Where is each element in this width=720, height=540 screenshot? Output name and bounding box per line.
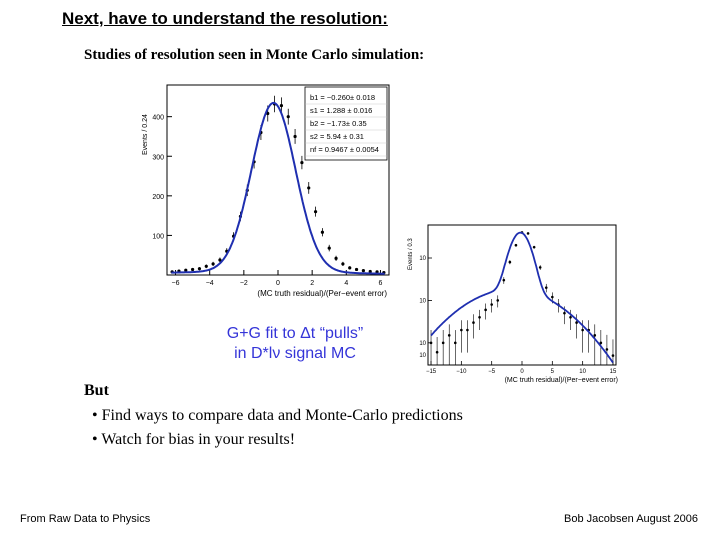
chart2-point: [490, 303, 493, 306]
chart2-xtick-label: 5: [551, 369, 555, 375]
chart2-point: [484, 308, 487, 312]
chart1-xtick-label: 0: [276, 280, 280, 287]
pulls-log-chart: −15 −10 −5 0 5 10 15 10 10 10 10 Events / 0.3 (MC …: [408, 224, 618, 384]
chart1-point: [300, 160, 304, 165]
chart2-point: [532, 245, 536, 249]
chart1-point: [293, 134, 297, 139]
chart1-ytick-label: 300: [152, 154, 164, 161]
chart1-point: [334, 256, 338, 260]
chart2-ytick-label: 10: [419, 341, 426, 347]
chart2-point: [478, 315, 481, 319]
chart2-point: [496, 299, 500, 302]
chart1-point: [191, 267, 195, 272]
chart2-point: [508, 260, 512, 264]
chart2-point: [611, 354, 615, 357]
bullet-list: • Find ways to compare data and Monte-Ca…: [92, 404, 463, 452]
chart1-point: [348, 266, 352, 270]
chart2-point: [538, 266, 542, 269]
chart1-point: [320, 230, 324, 234]
chart2-point: [526, 232, 530, 235]
bullet-item: • Find ways to compare data and Monte-Ca…: [92, 407, 463, 424]
chart2-point: [466, 328, 469, 332]
chart2-fit-curve: [430, 231, 614, 364]
chart2-point: [447, 334, 451, 337]
chart1-ytick-label: 200: [152, 194, 164, 201]
chart2-point: [502, 278, 506, 282]
slide-title: Next, have to understand the resolution:: [62, 9, 388, 28]
but-text: But: [84, 382, 109, 399]
chart2-point: [581, 328, 584, 332]
chart1-point: [327, 246, 331, 250]
chart2-point: [460, 328, 463, 332]
chart1-stat-line: b2 = −1.73± 0.35: [310, 119, 367, 128]
caption-line-2: in D*lν signal MC: [234, 345, 356, 362]
chart1-xtick-label: −2: [240, 280, 248, 287]
chart1-stat-line: b1 = −0.260± 0.018: [310, 93, 375, 102]
chart2-xtick-label: −10: [456, 369, 467, 375]
chart2-point: [605, 348, 609, 351]
chart1-fit-curve: [171, 101, 385, 275]
chart2-point: [514, 243, 518, 247]
chart1-point: [197, 267, 202, 271]
chart2-point: [551, 295, 554, 299]
chart2-xtick-label: −15: [426, 369, 437, 375]
chart1-point: [368, 269, 372, 274]
chart2-ylabel: Events / 0.3: [408, 238, 414, 270]
chart1-ytick-label: 400: [152, 115, 164, 122]
chart1-xtick-label: 6: [379, 280, 383, 287]
chart1-point: [307, 186, 311, 190]
chart-caption: G+G fit to Δt “pulls” in D*lν signal MC: [205, 324, 385, 364]
chart2-xtick-label: −5: [488, 369, 496, 375]
slide-subtitle: Studies of resolution seen in Monte Carl…: [84, 47, 425, 63]
chart1-xtick-label: −4: [206, 280, 214, 287]
caption-line-1: G+G fit to Δt “pulls”: [226, 325, 364, 342]
chart2-point: [429, 341, 433, 345]
chart2-ytick-label: 10: [419, 298, 426, 304]
chart1-stat-line: s1 = 1.288 ± 0.016: [310, 106, 372, 115]
chart1-ytick-label: 100: [152, 233, 164, 240]
pulls-linear-chart: −6 −4 −2 0 2 4 6 100 200 300 400 Events / 0.24 (MC…: [142, 84, 390, 298]
chart2-point: [472, 321, 475, 324]
chart1-xlabel: (MC truth residual)/(Per−event error): [257, 289, 387, 298]
chart1-point: [341, 262, 345, 266]
chart1-point: [184, 268, 188, 272]
chart1-point: [218, 258, 222, 262]
chart2-xlabel: (MC truth residual)/(Per−event error): [505, 377, 618, 384]
chart2-point: [569, 315, 572, 319]
chart2-xtick-label: 10: [579, 369, 586, 375]
chart1-xtick-label: 2: [310, 280, 314, 287]
chart1-point: [286, 115, 290, 119]
chart1-stats-box: [304, 86, 388, 161]
chart1-point: [354, 267, 359, 272]
chart2-point: [563, 311, 566, 315]
chart1-xtick-label: −6: [172, 280, 180, 287]
chart2-xtick-label: 15: [610, 369, 617, 375]
chart2-point: [435, 350, 439, 354]
chart2-point: [453, 341, 457, 345]
bullet-item: • Watch for bias in your results!: [92, 431, 296, 448]
chart1-point: [211, 262, 215, 266]
chart1-point: [279, 103, 284, 108]
chart2-point: [599, 341, 603, 345]
chart2-xtick-label: 0: [520, 369, 524, 375]
footer-left: From Raw Data to Physics: [20, 513, 151, 525]
chart1-stat-line: s2 = 5.94 ± 0.31: [310, 132, 364, 141]
chart1-point: [204, 264, 208, 268]
chart2-point: [575, 321, 578, 324]
chart2-ytick-label: 10: [419, 353, 426, 359]
chart2-point: [544, 286, 548, 289]
footer-right: Bob Jacobsen August 2006: [564, 513, 698, 525]
chart2-point: [593, 334, 597, 337]
chart2-frame: [427, 224, 617, 366]
chart1-stat-line: nf = 0.9467 ± 0.0054: [310, 145, 379, 154]
chart1-point: [361, 269, 365, 273]
chart1-xtick-label: 4: [344, 280, 348, 287]
chart1-point: [313, 210, 318, 214]
chart1-ylabel: Events / 0.24: [142, 114, 149, 155]
chart2-ytick-label: 10: [419, 256, 426, 262]
chart2-point: [441, 341, 445, 345]
